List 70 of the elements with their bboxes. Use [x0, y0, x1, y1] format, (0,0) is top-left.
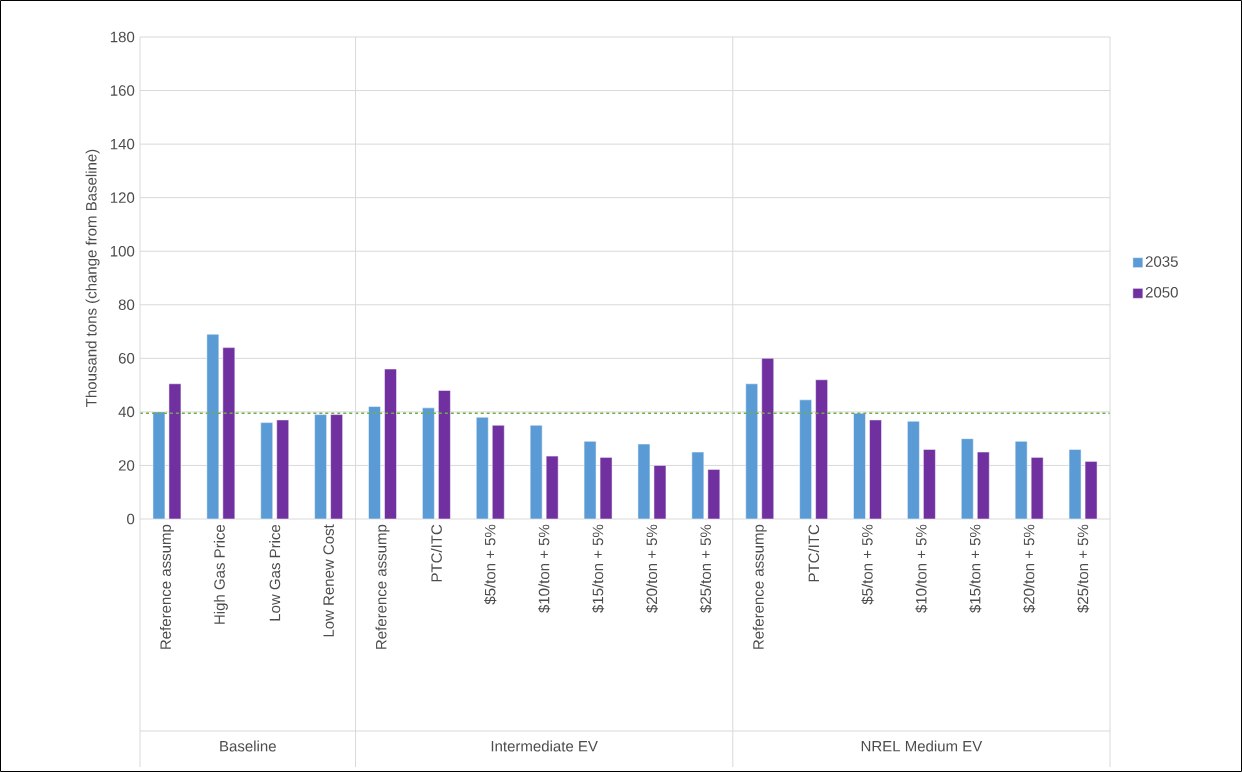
bar [745, 383, 758, 520]
bar [276, 419, 289, 520]
bar [1014, 441, 1028, 520]
bar [691, 451, 705, 520]
bar [961, 438, 974, 520]
bar [206, 333, 220, 520]
x-tick-label: $25/ton + 5% [699, 524, 712, 613]
bar [761, 358, 774, 520]
bar [314, 414, 327, 520]
y-tick-label: 180 [110, 31, 135, 43]
text: Intermediate EV [491, 740, 598, 752]
x-tick-label: High Gas Price [213, 524, 228, 624]
bar [799, 399, 812, 520]
text: NREL Medium EV [861, 740, 983, 752]
bar [923, 449, 936, 520]
bar [476, 416, 489, 520]
bar [1068, 449, 1082, 520]
bar [869, 419, 882, 520]
legend-label: 2035 [1145, 256, 1178, 267]
bar [977, 451, 990, 520]
x-tick-label: $15/ton + 5% [591, 524, 605, 613]
x-tick-label: $5/ton + 5% [861, 524, 874, 605]
bar [330, 414, 343, 520]
bar [529, 425, 543, 520]
x-tick-label: $20/ton + 5% [1023, 524, 1036, 613]
x-tick-label: PTC/ITC [808, 524, 820, 582]
y-tick-label: 100 [110, 245, 135, 257]
y-tick-label: 60 [118, 353, 135, 364]
y-tick-label: 120 [110, 192, 135, 203]
legend-label: 2050 [1145, 287, 1178, 298]
bar [599, 457, 613, 520]
text: Baseline [220, 740, 276, 752]
bar [222, 347, 236, 520]
x-tick-label: $10/ton + 5% [915, 524, 928, 613]
bar [583, 441, 597, 520]
x-tick-label: Reference assump [752, 524, 767, 649]
x-tick-label: $15/ton + 5% [969, 524, 982, 613]
x-tick-label: $5/ton + 5% [484, 524, 497, 605]
bar [152, 411, 166, 520]
bar [653, 465, 667, 520]
bar [422, 407, 435, 520]
bar [368, 406, 381, 520]
y-tick-label: 140 [110, 138, 135, 150]
bar [384, 368, 397, 520]
bar [1084, 461, 1098, 520]
y-tick-label: 0 [127, 513, 135, 525]
y-tick-label: 20 [118, 460, 135, 471]
x-tick-label: $25/ton + 5% [1076, 524, 1090, 613]
bar [1030, 457, 1044, 520]
x-tick-label: Low Renew Cost [323, 524, 334, 637]
bar [853, 412, 866, 520]
x-tick-label: Reference assump [375, 524, 390, 649]
x-tick-label: PTC/ITC [430, 524, 442, 582]
y-tick-label: 80 [118, 299, 135, 311]
x-tick-label: $20/ton + 5% [645, 524, 659, 613]
bar [637, 443, 651, 520]
y-tick-label: 160 [110, 85, 135, 96]
bar [815, 379, 828, 520]
x-tick-label: Low Gas Price [269, 524, 281, 621]
y-axis-title: Thousand tons (change from Baseline) [85, 149, 100, 407]
x-tick-label: Reference assump [159, 524, 174, 649]
bar [168, 383, 182, 520]
y-tick-label: 40 [118, 406, 135, 418]
bar [707, 469, 721, 520]
bar [260, 422, 273, 520]
x-tick-label: $10/ton + 5% [538, 524, 551, 613]
bar [492, 425, 505, 520]
bar [545, 455, 559, 520]
bar [438, 390, 451, 520]
bar [907, 421, 920, 520]
